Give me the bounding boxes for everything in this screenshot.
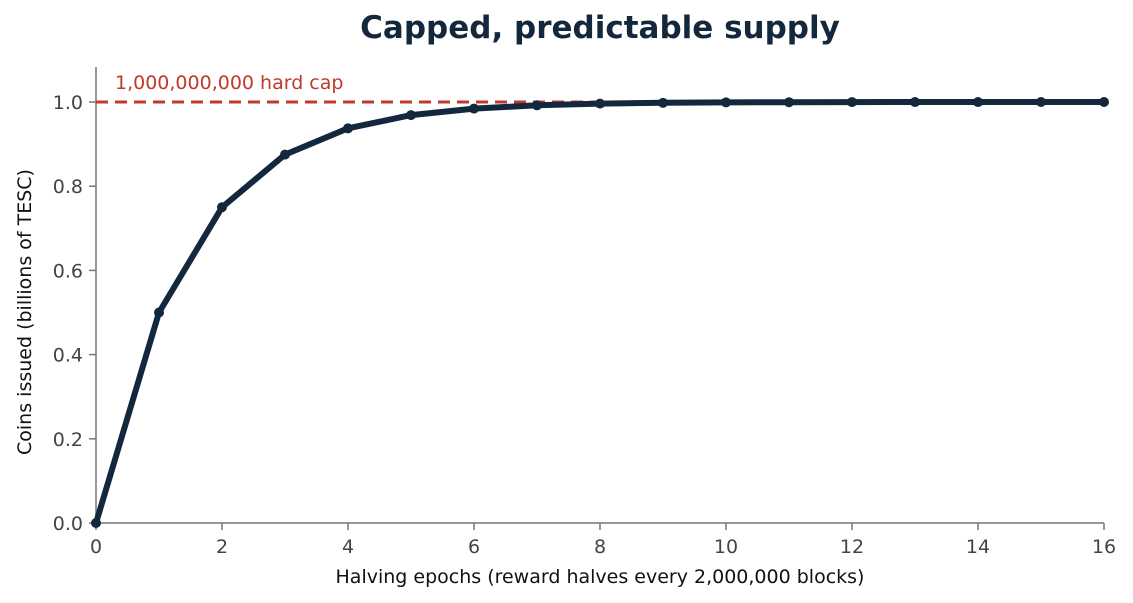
chart-title: Capped, predictable supply — [360, 10, 840, 46]
x-tick-label: 10 — [714, 536, 738, 558]
y-tick-label: 0.0 — [53, 513, 83, 535]
data-point — [847, 97, 857, 108]
y-tick-label: 0.4 — [53, 345, 83, 367]
data-point — [343, 123, 353, 134]
y-axis-label: Coins issued (billions of TESC) — [14, 169, 36, 455]
axes: 0 2 4 6 8 10 12 14 16 0.0 0.2 0.4 0.6 0.8 1.0 — [53, 67, 1116, 558]
x-tick-label: 12 — [840, 536, 864, 558]
data-point — [1099, 97, 1109, 107]
y-tick-label: 0.8 — [53, 176, 83, 198]
data-point — [406, 110, 416, 121]
data-point — [784, 97, 794, 108]
supply-line — [93, 99, 1107, 526]
data-point — [532, 100, 542, 111]
data-point — [595, 98, 605, 109]
data-point — [1036, 97, 1046, 107]
data-point — [910, 97, 920, 108]
x-tick-label: 8 — [594, 536, 606, 558]
labels-layer: Halving epochs (reward halves every 2,00… — [14, 72, 864, 588]
data-point — [280, 149, 290, 160]
data-point — [154, 307, 164, 318]
x-tick-label: 0 — [90, 536, 102, 558]
y-tick-label: 1.0 — [53, 92, 83, 114]
data-point — [217, 202, 227, 213]
x-tick-label: 4 — [342, 536, 354, 558]
y-tick-label: 0.6 — [53, 260, 83, 282]
data-point — [658, 97, 668, 108]
x-tick-label: 16 — [1092, 536, 1116, 558]
data-point — [721, 97, 731, 108]
data-point — [469, 103, 479, 114]
series-layer — [91, 97, 1109, 528]
x-axis-label: Halving epochs (reward halves every 2,00… — [336, 566, 865, 588]
x-tick-label: 2 — [216, 536, 228, 558]
data-point — [973, 97, 983, 108]
y-tick-label: 0.2 — [53, 429, 83, 451]
x-tick-label: 14 — [966, 536, 990, 558]
x-tick-label: 6 — [468, 536, 480, 558]
cap-label: 1,000,000,000 hard cap — [115, 72, 343, 94]
data-point — [91, 518, 101, 528]
